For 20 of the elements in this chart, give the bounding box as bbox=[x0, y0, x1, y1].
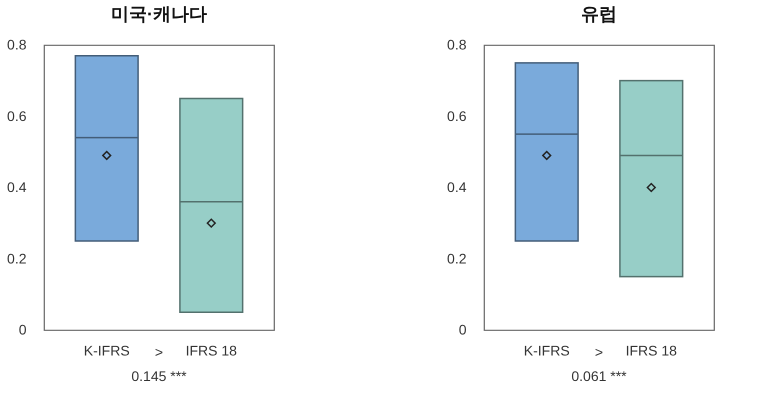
y-tick-label: 0.6 bbox=[447, 108, 467, 124]
y-tick-label: 0.4 bbox=[447, 179, 467, 195]
text: > bbox=[594, 344, 604, 360]
text: > bbox=[154, 344, 164, 360]
chart-title: 미국·캐나다 bbox=[111, 4, 207, 24]
x-tick-label: IFRS 18 bbox=[186, 342, 238, 358]
y-tick-label: 0 bbox=[458, 322, 467, 338]
text: 0.061 *** bbox=[571, 368, 628, 384]
x-tick-label: IFRS 18 bbox=[626, 342, 678, 358]
text: 0.145 *** bbox=[131, 368, 188, 384]
y-tick-label: 0.2 bbox=[7, 250, 27, 266]
y-tick-label: 0.4 bbox=[7, 179, 27, 195]
chart-title: 유럽 bbox=[581, 4, 617, 24]
x-tick-label: K-IFRS bbox=[524, 342, 570, 358]
y-tick-label: 0 bbox=[18, 322, 27, 338]
y-tick-label: 0.2 bbox=[447, 250, 467, 266]
y-tick-label: 0.6 bbox=[7, 108, 27, 124]
y-tick-label: 0.8 bbox=[7, 36, 27, 52]
y-tick-label: 0.8 bbox=[447, 36, 467, 52]
x-tick-label: K-IFRS bbox=[84, 342, 130, 358]
